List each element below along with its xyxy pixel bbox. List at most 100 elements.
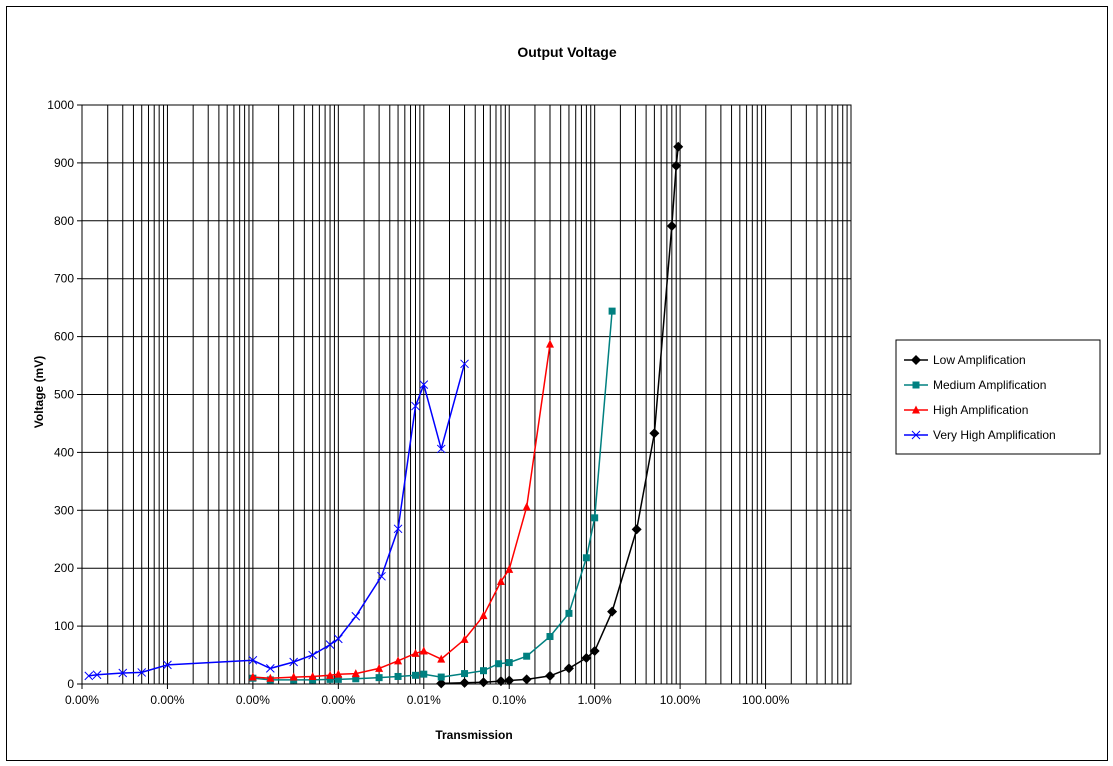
- x-tick-label: 0.10%: [492, 693, 526, 707]
- legend-item: Low Amplification: [904, 353, 1026, 367]
- data-point: [84, 671, 94, 681]
- data-point: [523, 652, 531, 660]
- data-point: [393, 524, 403, 534]
- data-point: [460, 359, 469, 369]
- y-tick-label: 700: [54, 272, 74, 286]
- data-point: [563, 663, 574, 674]
- data-point: [375, 663, 384, 672]
- data-point: [649, 428, 660, 439]
- data-point: [377, 571, 386, 581]
- data-point: [607, 606, 618, 617]
- y-tick-label: 500: [54, 388, 74, 402]
- data-point: [334, 669, 343, 678]
- legend-label: Very High Amplification: [933, 428, 1056, 442]
- series-line: [252, 311, 613, 681]
- data-point: [289, 657, 299, 667]
- axes: 0 100 200 300 400 500 600 700 800 900 1000 0.00% 0.0…: [47, 98, 852, 707]
- data-point: [459, 677, 470, 688]
- data-point: [673, 141, 684, 152]
- line-chart: Output Voltage Transmission Voltage (mV)…: [32, 44, 1101, 742]
- data-point: [308, 650, 317, 660]
- legend-item: Medium Amplification: [904, 378, 1046, 392]
- data-point: [546, 633, 554, 641]
- data-point: [545, 339, 554, 348]
- legend-label: Medium Amplification: [933, 378, 1046, 392]
- data-point: [436, 444, 446, 454]
- x-tick-label: 0.00%: [236, 693, 270, 707]
- legend-marker: [911, 355, 921, 365]
- y-tick-label: 100: [54, 619, 74, 633]
- data-point: [265, 664, 275, 673]
- y-axis-label: Voltage (mV): [32, 356, 46, 428]
- x-tick-label: 0.00%: [65, 693, 99, 707]
- legend-label: High Amplification: [933, 403, 1028, 417]
- x-tick-label: 100.00%: [742, 693, 790, 707]
- series-very-high-amplification: [84, 359, 469, 681]
- data-point: [505, 564, 514, 573]
- data-point: [544, 670, 555, 681]
- series-line: [252, 343, 551, 679]
- x-tick-label: 0.00%: [150, 693, 184, 707]
- data-point: [420, 670, 428, 678]
- data-point: [411, 401, 420, 411]
- legend-item: High Amplification: [904, 403, 1028, 417]
- data-point: [333, 634, 343, 644]
- data-point: [505, 659, 513, 667]
- data-point: [591, 514, 599, 522]
- data-point: [163, 660, 172, 670]
- data-point: [521, 674, 532, 685]
- x-tick-label: 0.01%: [407, 693, 441, 707]
- series-line: [441, 146, 679, 685]
- y-tick-label: 300: [54, 503, 74, 517]
- data-point: [608, 307, 616, 315]
- data-point: [351, 611, 361, 621]
- data-point: [394, 672, 402, 680]
- series-low-amplification: [436, 141, 684, 689]
- series-line: [88, 363, 466, 677]
- data-point: [326, 675, 334, 683]
- series-high-amplification: [248, 339, 554, 682]
- y-tick-label: 900: [54, 156, 74, 170]
- data-point: [325, 640, 335, 649]
- data-point: [437, 654, 446, 663]
- data-point: [248, 672, 257, 681]
- data-point: [504, 675, 515, 686]
- data-point: [137, 668, 147, 677]
- legend-box: [895, 339, 1101, 455]
- y-tick-label: 600: [54, 330, 74, 344]
- y-tick-label: 200: [54, 561, 74, 575]
- data-point: [495, 676, 506, 687]
- data-point: [419, 646, 428, 655]
- data-point: [478, 677, 489, 688]
- grid: [81, 104, 852, 685]
- data-point: [92, 670, 102, 680]
- y-tick-label: 800: [54, 214, 74, 228]
- data-point: [308, 671, 317, 680]
- data-point: [437, 673, 445, 681]
- y-tick-label: 400: [54, 445, 74, 459]
- x-tick-label: 1.00%: [578, 693, 612, 707]
- data-point: [352, 675, 360, 683]
- data-point: [480, 667, 488, 675]
- data-point: [411, 648, 420, 657]
- legend-marker: [911, 430, 921, 440]
- data-point: [375, 674, 383, 682]
- data-point: [419, 380, 429, 390]
- y-tick-label: 1000: [47, 98, 74, 112]
- legend: Low Amplification Medium Amplification Hig…: [895, 339, 1101, 455]
- data-point: [248, 655, 258, 665]
- legend-item: Very High Amplification: [904, 428, 1056, 442]
- data-point: [671, 160, 682, 171]
- data-point: [461, 670, 469, 678]
- data-point: [666, 221, 677, 232]
- x-tick-label: 10.00%: [660, 693, 701, 707]
- data-point: [522, 502, 531, 511]
- data-point: [326, 670, 335, 679]
- data-point: [582, 554, 590, 562]
- data-point: [266, 673, 275, 682]
- data-point: [565, 609, 573, 617]
- data-point: [436, 678, 447, 689]
- data-point: [334, 675, 342, 683]
- x-tick-label: 0.00%: [321, 693, 355, 707]
- chart-frame: Output Voltage Transmission Voltage (mV)…: [6, 6, 1108, 761]
